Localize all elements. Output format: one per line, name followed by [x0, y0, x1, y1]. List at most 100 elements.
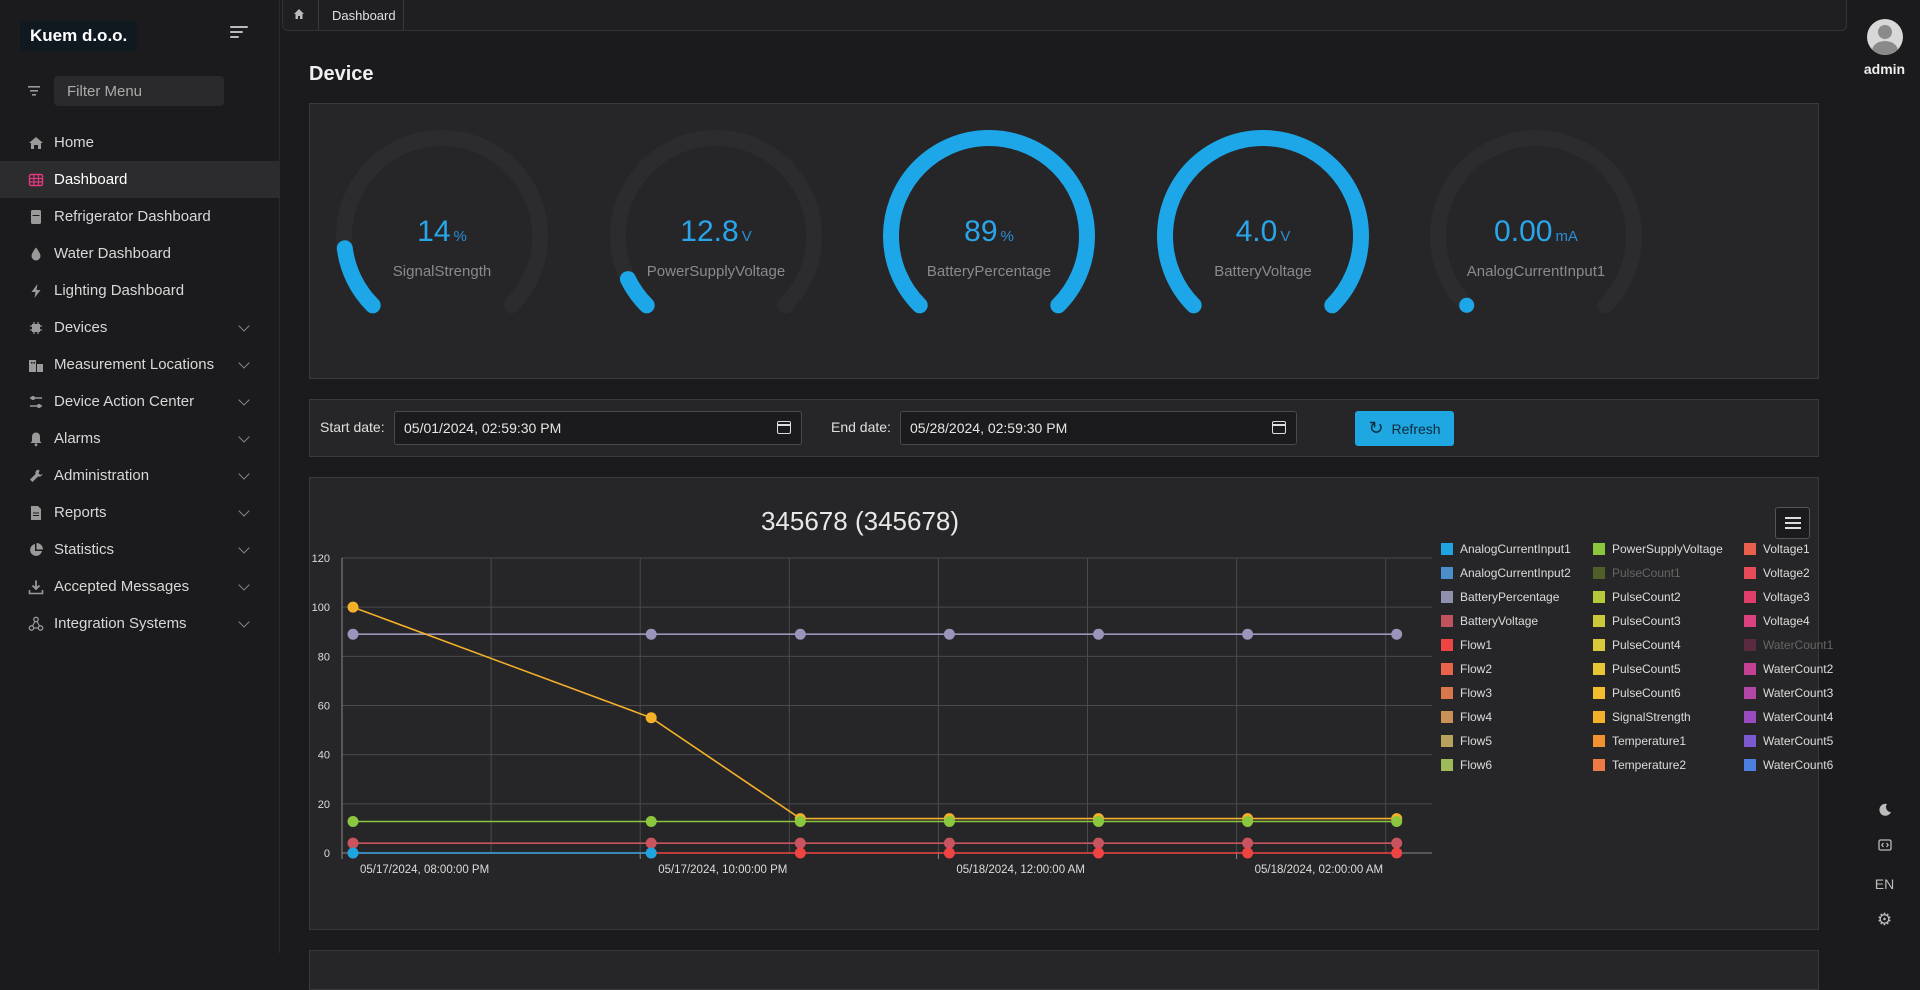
code-icon[interactable]	[1849, 838, 1920, 855]
sidebar-item-integration-systems[interactable]: Integration Systems	[0, 605, 280, 642]
data-point-batteryvoltage[interactable]	[1093, 837, 1104, 849]
data-point-batteryvoltage[interactable]	[943, 837, 955, 849]
data-point-batteryvoltage[interactable]	[645, 837, 657, 849]
chevron-down-icon[interactable]	[238, 431, 250, 443]
legend-item[interactable]: WaterCount1	[1744, 638, 1833, 652]
sidebar-item-measurement-locations[interactable]: Measurement Locations	[0, 346, 280, 383]
legend-item[interactable]: AnalogCurrentInput1	[1441, 542, 1571, 556]
legend-item[interactable]: WaterCount6	[1744, 758, 1833, 772]
data-point-signalstrength[interactable]	[645, 712, 657, 724]
data-point-analogcurrentinput1[interactable]	[347, 847, 359, 859]
legend-item[interactable]: SignalStrength	[1593, 710, 1691, 724]
sidebar-item-statistics[interactable]: Statistics	[0, 531, 280, 568]
sidebar-item-dashboard[interactable]: Dashboard	[0, 161, 280, 198]
legend-item[interactable]: PowerSupplyVoltage	[1593, 542, 1723, 556]
legend-item[interactable]: PulseCount3	[1593, 614, 1681, 628]
legend-item[interactable]: Flow1	[1441, 638, 1492, 652]
sidebar-item-alarms[interactable]: Alarms	[0, 420, 280, 457]
data-point-flow1[interactable]	[1242, 847, 1254, 859]
legend-item[interactable]: Temperature1	[1593, 734, 1686, 748]
data-point-flow1[interactable]	[943, 847, 955, 859]
sidebar-item-reports[interactable]: Reports	[0, 494, 280, 531]
language-switch[interactable]: EN	[1874, 876, 1895, 892]
legend-item[interactable]: Voltage3	[1744, 590, 1810, 604]
sidebar-item-accepted-messages[interactable]: Accepted Messages	[0, 568, 280, 605]
data-point-powersupplyvoltage[interactable]	[1391, 816, 1403, 828]
refresh-button[interactable]: ↻ Refresh	[1355, 411, 1454, 446]
chevron-down-icon[interactable]	[238, 579, 250, 591]
legend-item[interactable]: Temperature2	[1593, 758, 1686, 772]
data-point-flow1[interactable]	[1093, 847, 1104, 859]
data-point-powersupplyvoltage[interactable]	[943, 816, 955, 828]
legend-item[interactable]: AnalogCurrentInput2	[1441, 566, 1571, 580]
gear-icon[interactable]: ⚙	[1876, 910, 1893, 929]
legend-item[interactable]: Voltage4	[1744, 614, 1810, 628]
user-name[interactable]: admin	[1863, 61, 1906, 77]
sidebar-item-device-action-center[interactable]: Device Action Center	[0, 383, 280, 420]
data-point-batterypercentage[interactable]	[347, 628, 359, 640]
end-date-input[interactable]: 05/28/2024, 02:59:30 PM	[900, 411, 1297, 445]
chevron-down-icon[interactable]	[238, 505, 250, 517]
data-point-batterypercentage[interactable]	[1093, 628, 1104, 640]
data-point-batterypercentage[interactable]	[794, 628, 806, 640]
data-point-powersupplyvoltage[interactable]	[645, 816, 657, 828]
legend-item[interactable]: BatteryPercentage	[1441, 590, 1559, 604]
sidebar-item-refrigerator-dashboard[interactable]: Refrigerator Dashboard	[0, 198, 280, 235]
chevron-down-icon[interactable]	[238, 357, 250, 369]
data-point-batterypercentage[interactable]	[943, 628, 955, 640]
start-date-input[interactable]: 05/01/2024, 02:59:30 PM	[394, 411, 802, 445]
chevron-down-icon[interactable]	[238, 394, 250, 406]
legend-item[interactable]: Flow3	[1441, 686, 1492, 700]
legend-item[interactable]: PulseCount5	[1593, 662, 1681, 676]
data-point-powersupplyvoltage[interactable]	[794, 816, 806, 828]
chevron-down-icon[interactable]	[238, 616, 250, 628]
sidebar-item-administration[interactable]: Administration	[0, 457, 280, 494]
data-point-powersupplyvoltage[interactable]	[347, 816, 359, 828]
moon-icon[interactable]	[1849, 803, 1920, 820]
sidebar-item-home[interactable]: Home	[0, 124, 280, 161]
legend-item[interactable]: Flow2	[1441, 662, 1492, 676]
legend-item[interactable]: WaterCount3	[1744, 686, 1833, 700]
data-point-batterypercentage[interactable]	[645, 628, 657, 640]
legend-item[interactable]: Flow5	[1441, 734, 1492, 748]
data-point-flow1[interactable]	[1391, 847, 1403, 859]
legend-item[interactable]: Flow6	[1441, 758, 1492, 772]
filter-menu-input[interactable]	[54, 76, 224, 106]
collapse-menu-icon[interactable]	[230, 26, 248, 40]
legend-item[interactable]: BatteryVoltage	[1441, 614, 1538, 628]
data-point-signalstrength[interactable]	[347, 601, 359, 613]
data-point-batteryvoltage[interactable]	[1242, 837, 1254, 849]
sidebar-item-lighting-dashboard[interactable]: Lighting Dashboard	[0, 272, 280, 309]
data-point-analogcurrentinput1[interactable]	[645, 847, 657, 859]
home-icon[interactable]	[293, 7, 305, 25]
legend-item[interactable]: PulseCount4	[1593, 638, 1681, 652]
chevron-down-icon[interactable]	[238, 542, 250, 554]
legend-item[interactable]: WaterCount5	[1744, 734, 1833, 748]
data-point-batteryvoltage[interactable]	[347, 837, 359, 849]
data-point-powersupplyvoltage[interactable]	[1242, 816, 1254, 828]
sidebar-item-water-dashboard[interactable]: Water Dashboard	[0, 235, 280, 272]
legend-item[interactable]: Voltage2	[1744, 566, 1810, 580]
sidebar-item-devices[interactable]: Devices	[0, 309, 280, 346]
legend-item[interactable]: Voltage1	[1744, 542, 1810, 556]
data-point-batteryvoltage[interactable]	[794, 837, 806, 849]
avatar[interactable]	[1867, 19, 1903, 55]
data-point-powersupplyvoltage[interactable]	[1093, 816, 1104, 828]
legend-item[interactable]: WaterCount2	[1744, 662, 1833, 676]
data-point-batteryvoltage[interactable]	[1391, 837, 1403, 849]
legend-item[interactable]: Flow4	[1441, 710, 1492, 724]
calendar-icon[interactable]	[1272, 421, 1286, 434]
legend-item[interactable]: WaterCount4	[1744, 710, 1833, 724]
chevron-down-icon[interactable]	[238, 468, 250, 480]
calendar-icon[interactable]	[777, 421, 791, 434]
legend-item[interactable]: PulseCount1	[1593, 566, 1681, 580]
data-point-batterypercentage[interactable]	[1391, 628, 1403, 640]
chevron-down-icon[interactable]	[238, 320, 250, 332]
legend-item[interactable]: PulseCount2	[1593, 590, 1681, 604]
breadcrumb-current[interactable]: Dashboard	[332, 8, 396, 23]
data-point-flow1[interactable]	[794, 847, 806, 859]
chart-menu-button[interactable]	[1775, 507, 1810, 539]
legend-item[interactable]: PulseCount6	[1593, 686, 1681, 700]
data-point-batterypercentage[interactable]	[1242, 628, 1254, 640]
brand-logo[interactable]: Kuem d.o.o.	[20, 21, 138, 51]
